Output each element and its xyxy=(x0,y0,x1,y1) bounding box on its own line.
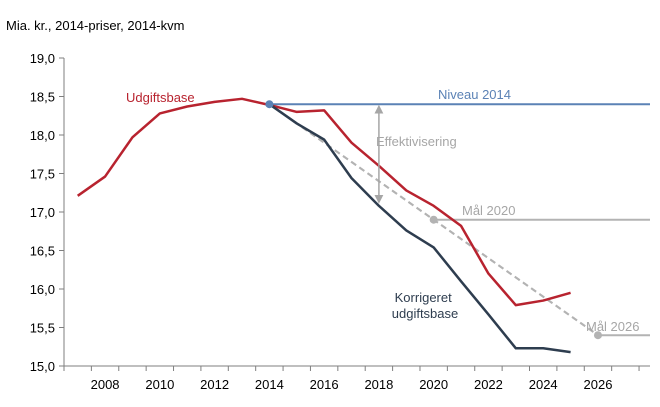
unit-label: Mia. kr., 2014-priser, 2014-kvm xyxy=(6,18,184,33)
y-tick-label: 16,5 xyxy=(30,244,55,259)
marker-maal-2026 xyxy=(593,331,602,340)
series-label-udgiftsbase: Udgiftsbase xyxy=(126,90,195,105)
y-tick-label: 17,5 xyxy=(30,167,55,182)
y-tick-label: 15,0 xyxy=(30,359,55,374)
y-tick-labels: 15,0 15,5 16,0 16,5 17,0 17,5 18,0 18,5 19,0 xyxy=(30,51,55,374)
maal-2026-label: Mål 2026 xyxy=(586,319,639,334)
x-tick-labels: 2008 2010 2012 2014 2016 2018 2020 2022 2024 2026 xyxy=(91,377,613,392)
series-label-korrigeret: Korrigeret udgiftsbase xyxy=(392,290,459,321)
effektivisering-label: Effektivisering xyxy=(376,134,457,149)
maal-2020-label: Mål 2020 xyxy=(462,203,515,218)
x-tick-marks xyxy=(63,366,640,371)
marker-niveau-2014 xyxy=(265,100,274,109)
x-tick-label: 2026 xyxy=(584,377,613,392)
x-tick-label: 2018 xyxy=(364,377,393,392)
x-tick-label: 2008 xyxy=(91,377,120,392)
y-tick-label: 16,0 xyxy=(30,282,55,297)
x-tick-label: 2012 xyxy=(200,377,229,392)
series-label-korrigeret-line2: udgiftsbase xyxy=(392,306,459,321)
niveau-2014-label: Niveau 2014 xyxy=(438,87,511,102)
series-label-korrigeret-line1: Korrigeret xyxy=(395,290,452,305)
series-line-korrigeret xyxy=(268,103,571,354)
x-tick-label: 2016 xyxy=(310,377,339,392)
y-tick-label: 18,0 xyxy=(30,128,55,143)
markers xyxy=(265,100,602,340)
y-tick-label: 17,0 xyxy=(30,205,55,220)
x-tick-label: 2022 xyxy=(474,377,503,392)
marker-maal-2020 xyxy=(429,215,438,224)
y-tick-label: 15,5 xyxy=(30,321,55,336)
x-tick-label: 2014 xyxy=(255,377,284,392)
plot-area: 15,0 15,5 16,0 16,5 17,0 17,5 18,0 18,5 19,0 200… xyxy=(30,51,650,392)
y-tick-label: 19,0 xyxy=(30,51,55,66)
y-tick-label: 18,5 xyxy=(30,90,55,105)
reference-lines xyxy=(269,103,650,337)
series-line-udgiftsbase xyxy=(76,97,571,307)
x-tick-label: 2020 xyxy=(419,377,448,392)
series-lines xyxy=(76,97,571,354)
x-tick-label: 2024 xyxy=(529,377,558,392)
x-tick-label: 2010 xyxy=(145,377,174,392)
y-tick-marks xyxy=(59,57,64,367)
